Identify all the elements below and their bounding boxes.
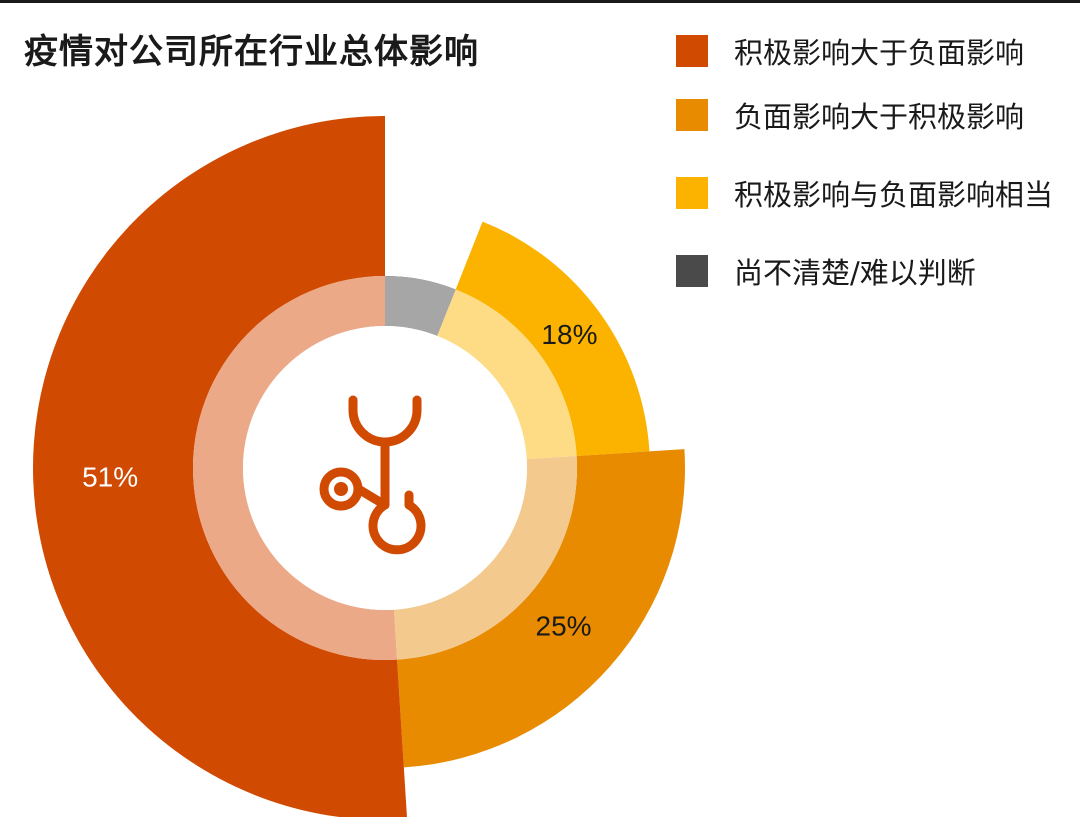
slice-inner-ring-25pct (393, 455, 577, 660)
legend-label: 积极影响大于负面影响 (734, 36, 1025, 70)
legend-swatch (676, 35, 708, 67)
stethoscope-icon (319, 395, 426, 555)
legend-item: 积极影响大于负面影响 (676, 26, 1053, 76)
donut-labels: 6% 18% 25% 51% (82, 224, 597, 641)
legend-item: 负面影响大于积极影响 (676, 76, 1053, 154)
slice-inner-ring-51pct (193, 276, 398, 660)
slice-18pct (455, 221, 650, 456)
slice-51pct (33, 116, 407, 817)
legend: 积极影响大于负面影响 负面影响大于积极影响 积极影响与负面影响相当 尚不清楚/难以判断 (676, 26, 1053, 310)
legend-label: 负面影响大于积极影响 (734, 100, 1025, 134)
donut-slices (33, 116, 685, 817)
legend-swatch (676, 177, 708, 209)
data-label-18pct: 18% (541, 319, 597, 350)
legend-swatch (676, 99, 708, 131)
legend-label: 积极影响与负面影响相当 (734, 178, 1054, 212)
legend-swatch (676, 255, 708, 287)
legend-item: 尚不清楚/难以判断 (676, 232, 1053, 310)
slice-inner-ring-6pct (385, 276, 456, 336)
chart-title: 疫情对公司所在行业总体影响 (24, 32, 479, 72)
data-label-25pct: 25% (536, 610, 592, 641)
legend-label: 尚不清楚/难以判断 (734, 256, 976, 290)
data-label-51pct: 51% (82, 462, 138, 493)
legend-item: 积极影响与负面影响相当 (676, 154, 1053, 232)
slice-25pct (397, 449, 685, 768)
data-label-6pct: 6% (408, 224, 448, 255)
top-rule (0, 0, 1080, 3)
slice-inner-ring-18pct (437, 289, 577, 460)
